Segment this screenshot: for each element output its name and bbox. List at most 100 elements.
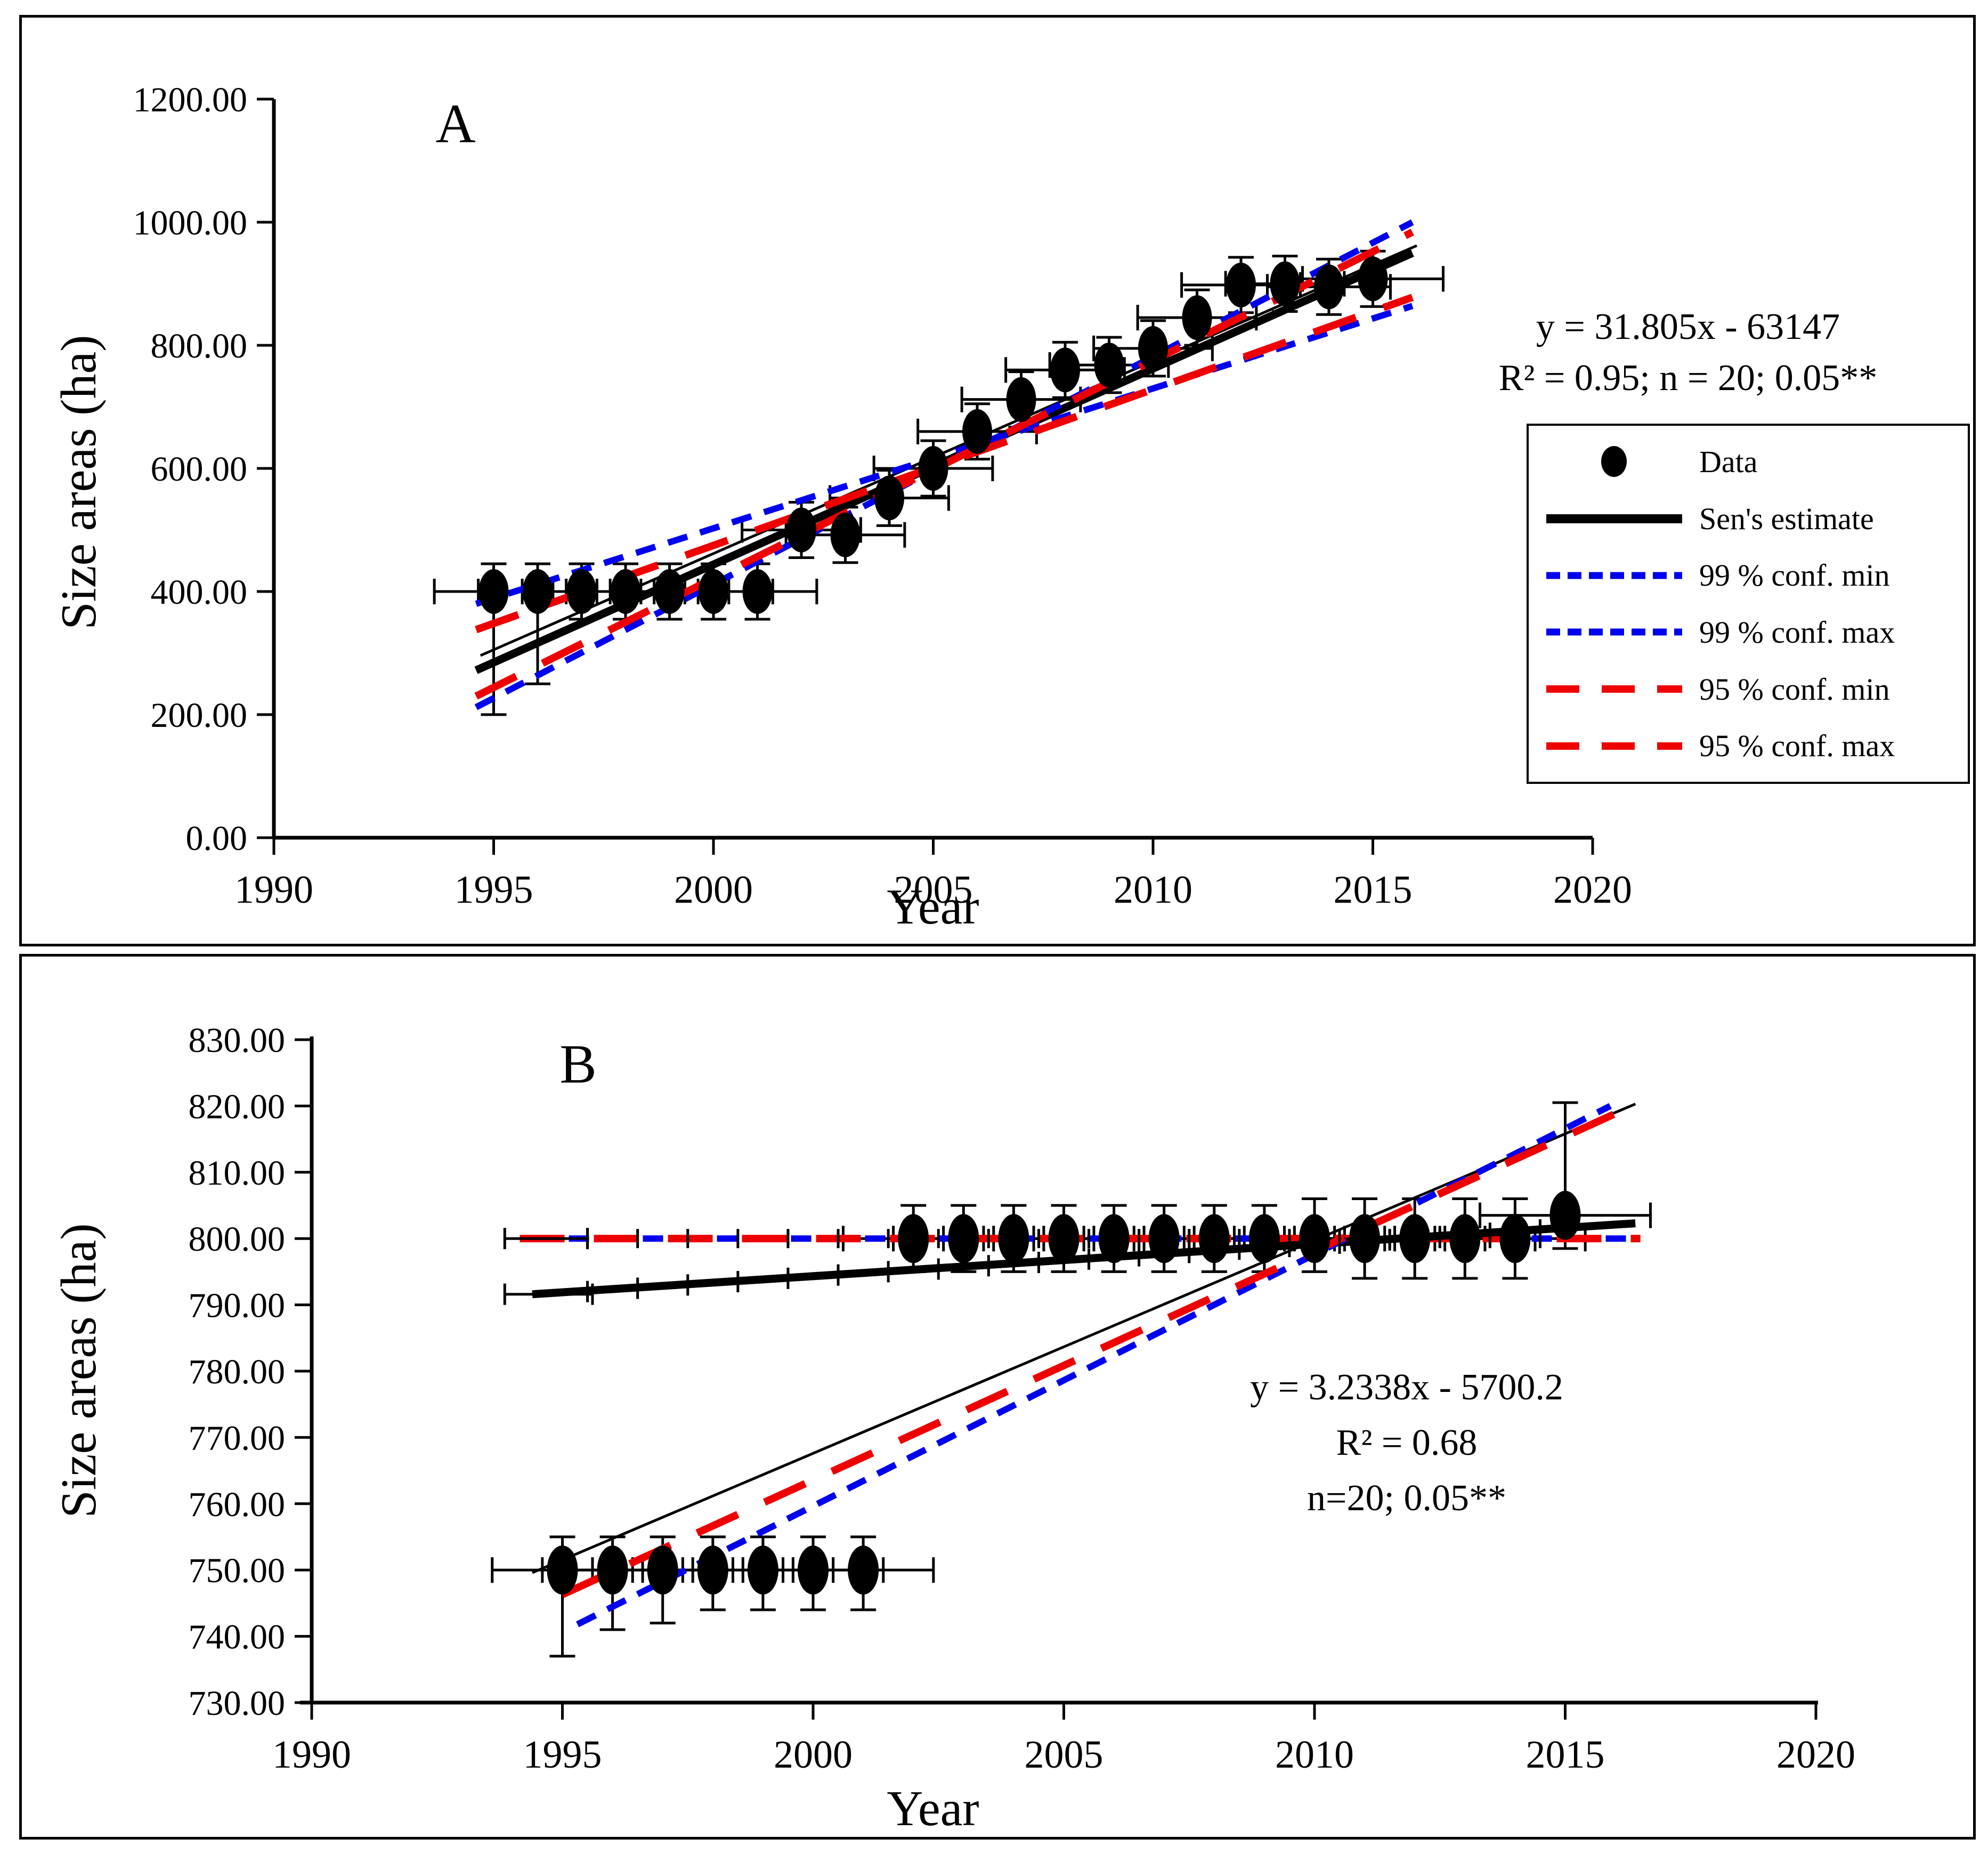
legend-item-99-conf-max: 99 % conf. max bbox=[1529, 604, 1968, 661]
legend-item-95-conf-min: 95 % conf. min bbox=[1529, 661, 1968, 718]
data-point bbox=[918, 446, 948, 491]
legend-item-sen-estimate: Sen's estimate bbox=[1529, 490, 1968, 547]
data-point bbox=[1048, 1214, 1080, 1263]
data-point bbox=[1449, 1214, 1481, 1263]
legend-label: Data bbox=[1699, 444, 1758, 479]
line-conf99-max bbox=[576, 1103, 1612, 1627]
svg-text:2015: 2015 bbox=[1526, 1733, 1605, 1777]
svg-text:1995: 1995 bbox=[455, 868, 533, 912]
data-point bbox=[1050, 347, 1080, 393]
data-point bbox=[1226, 262, 1256, 307]
data-point bbox=[697, 1545, 728, 1595]
panel-b-equation: y = 3.2338x - 5700.2 R² = 0.68 n=20; 0.0… bbox=[1250, 1360, 1563, 1526]
svg-text:800.00: 800.00 bbox=[151, 327, 248, 366]
data-point bbox=[1349, 1214, 1381, 1263]
legend-item-99-conf-min: 99 % conf. min bbox=[1529, 547, 1968, 604]
equation-line: y = 3.2338x - 5700.2 bbox=[1250, 1367, 1563, 1408]
svg-text:760.00: 760.00 bbox=[189, 1485, 286, 1524]
line-conf95-max bbox=[561, 1107, 1622, 1598]
data-point bbox=[1148, 1214, 1180, 1263]
data-point bbox=[1299, 1214, 1330, 1263]
data-point bbox=[830, 512, 861, 557]
data-point bbox=[1499, 1214, 1531, 1263]
svg-text:2015: 2015 bbox=[1334, 868, 1413, 912]
svg-text:1990: 1990 bbox=[234, 868, 313, 912]
panel-a-label: A bbox=[435, 93, 476, 155]
plot-A: 1990 1995 2000 2005 2010 2015 2020 0.00 200.00 40… bbox=[133, 80, 1633, 912]
data-point bbox=[1399, 1214, 1431, 1263]
legend: Data Sen's estimate 99 % conf. min 99 % … bbox=[1527, 424, 1970, 784]
svg-text:740.00: 740.00 bbox=[189, 1618, 286, 1657]
data-point bbox=[523, 569, 553, 614]
data-point bbox=[1270, 261, 1300, 306]
data-point bbox=[1006, 377, 1036, 422]
svg-text:2000: 2000 bbox=[774, 1733, 853, 1777]
blue-dashed-line-icon bbox=[1546, 628, 1682, 636]
panel-b-y-axis-title: Size areas (ha) bbox=[51, 1223, 107, 1518]
data-points bbox=[547, 1190, 1581, 1595]
axes: 1990 1995 2000 2005 2010 2015 2020 0.00 200.00 40… bbox=[133, 80, 1633, 912]
data-point bbox=[1182, 295, 1212, 341]
svg-text:1000.00: 1000.00 bbox=[133, 204, 248, 242]
svg-text:800.00: 800.00 bbox=[189, 1220, 286, 1259]
red-dashed-line-icon bbox=[1546, 742, 1682, 750]
line-decorations bbox=[503, 1219, 1541, 1305]
data-point bbox=[1549, 1190, 1581, 1240]
legend-label: 95 % conf. max bbox=[1699, 728, 1895, 764]
data-point bbox=[742, 569, 773, 614]
svg-text:0.00: 0.00 bbox=[186, 819, 248, 858]
data-point bbox=[1248, 1214, 1280, 1263]
svg-text:750.00: 750.00 bbox=[189, 1551, 286, 1590]
line-conf99-max bbox=[474, 219, 1414, 710]
data-points bbox=[478, 256, 1388, 614]
equation-line: n=20; 0.05** bbox=[1307, 1478, 1506, 1519]
data-point bbox=[848, 1545, 879, 1595]
svg-text:1995: 1995 bbox=[523, 1733, 602, 1777]
data-point bbox=[611, 569, 640, 614]
data-point bbox=[647, 1545, 678, 1595]
panel-b-label: B bbox=[559, 1033, 597, 1095]
plot-B: 1990 1995 2000 2005 2010 2015 2020 730.00 740.00… bbox=[189, 1021, 1856, 1777]
data-point bbox=[478, 569, 509, 614]
data-point bbox=[1094, 342, 1124, 387]
panel-b-x-axis-title: Year bbox=[887, 1781, 979, 1836]
data-point bbox=[1314, 264, 1344, 310]
data-point bbox=[874, 475, 904, 521]
legend-label: 95 % conf. min bbox=[1699, 671, 1890, 707]
svg-text:1990: 1990 bbox=[272, 1733, 351, 1777]
svg-text:2005: 2005 bbox=[1025, 1733, 1103, 1777]
data-point bbox=[1358, 256, 1388, 302]
legend-item-data: Data bbox=[1529, 433, 1968, 490]
data-point bbox=[948, 1214, 979, 1263]
svg-text:2020: 2020 bbox=[1553, 868, 1632, 912]
svg-text:780.00: 780.00 bbox=[189, 1352, 286, 1391]
svg-text:200.00: 200.00 bbox=[151, 696, 248, 735]
svg-text:820.00: 820.00 bbox=[189, 1087, 286, 1126]
data-point-icon bbox=[1601, 446, 1627, 477]
data-point bbox=[1138, 326, 1168, 371]
svg-text:770.00: 770.00 bbox=[189, 1419, 286, 1457]
panel-a-equation: y = 31.805x - 63147 R² = 0.95; n = 20; 0… bbox=[1499, 302, 1878, 404]
svg-text:2010: 2010 bbox=[1114, 868, 1192, 912]
data-point bbox=[699, 569, 728, 614]
svg-text:600.00: 600.00 bbox=[151, 450, 248, 489]
svg-text:400.00: 400.00 bbox=[151, 573, 248, 612]
svg-text:810.00: 810.00 bbox=[189, 1154, 286, 1193]
data-point bbox=[566, 569, 597, 614]
data-point bbox=[747, 1545, 778, 1595]
legend-label: 99 % conf. max bbox=[1699, 614, 1895, 650]
legend-item-95-conf-max: 95 % conf. max bbox=[1529, 717, 1968, 774]
data-point bbox=[962, 409, 992, 454]
svg-text:730.00: 730.00 bbox=[189, 1684, 286, 1723]
red-dashed-line-icon bbox=[1546, 685, 1682, 693]
data-point bbox=[998, 1214, 1029, 1263]
legend-label: 99 % conf. min bbox=[1699, 558, 1890, 593]
panel-a-x-axis-title: Year bbox=[887, 879, 979, 935]
panel-a-border bbox=[19, 15, 1976, 946]
data-point bbox=[1198, 1214, 1230, 1263]
equation-line: R² = 0.68 bbox=[1336, 1422, 1478, 1463]
panel-a-y-axis-title: Size areas (ha) bbox=[51, 335, 107, 630]
svg-text:2010: 2010 bbox=[1275, 1733, 1354, 1777]
